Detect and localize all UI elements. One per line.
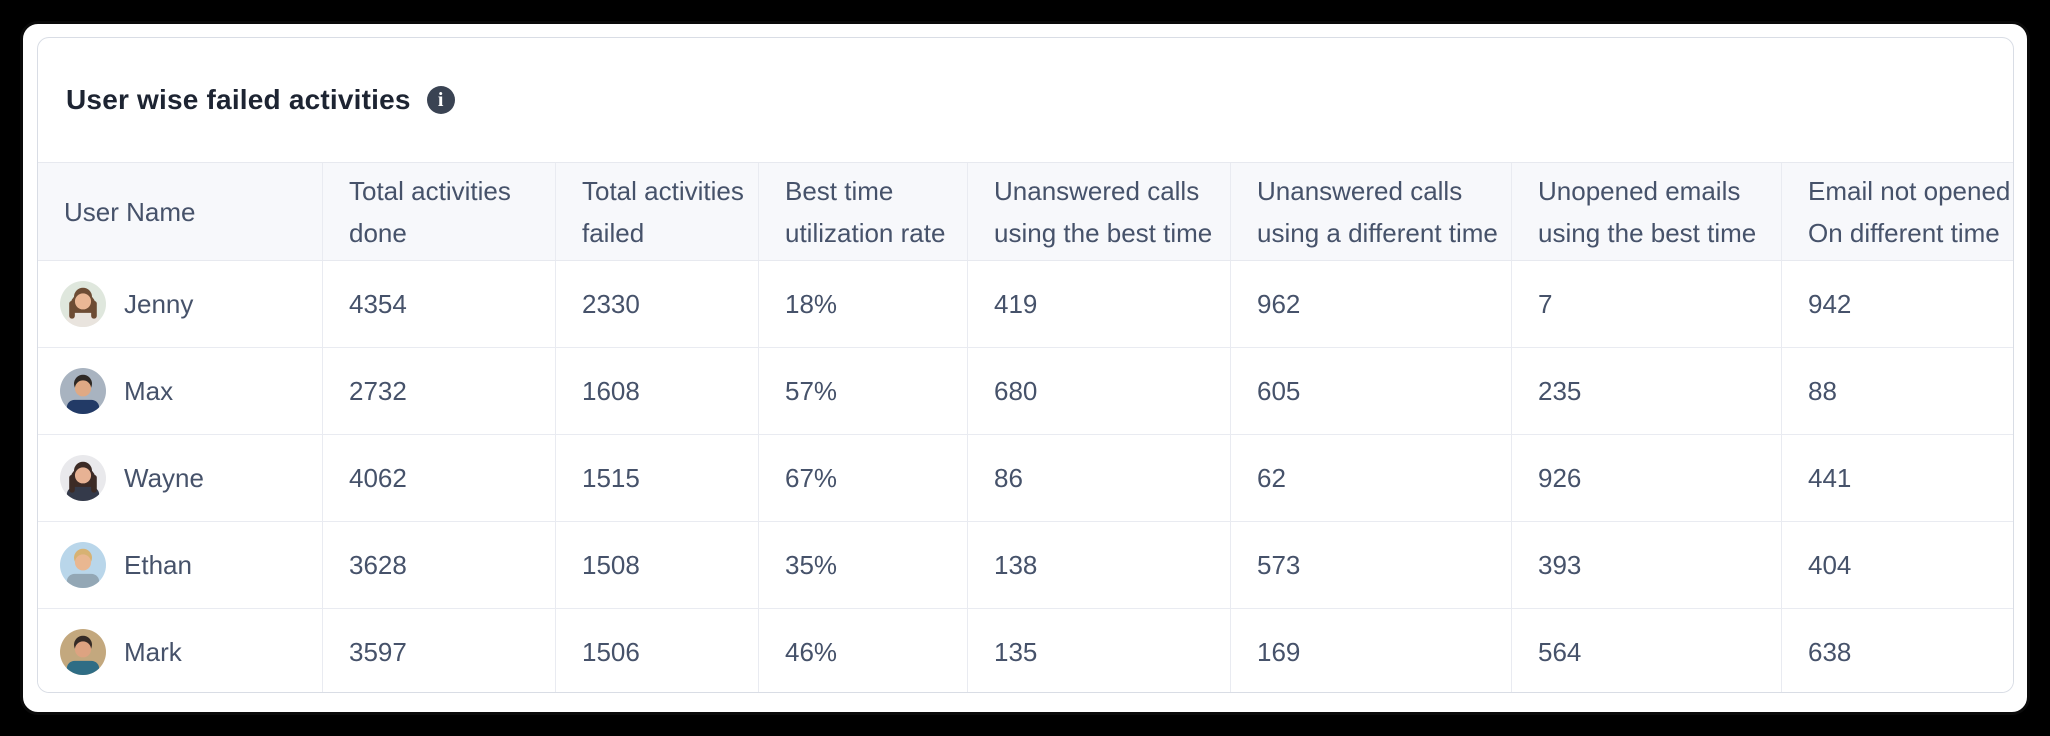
best-time-rate-value: 57% (759, 348, 968, 434)
unopened-best-time-value: 393 (1512, 522, 1782, 608)
unanswered-best-time-value: 86 (968, 435, 1231, 521)
column-header-total-failed: Total activities failed (556, 163, 759, 260)
unanswered-best-time-value: 680 (968, 348, 1231, 434)
email-not-opened-value: 441 (1808, 462, 1852, 493)
unanswered-best-time-value: 135 (968, 609, 1231, 692)
column-header-unanswered-different-time: Unanswered calls using a different time (1231, 163, 1512, 260)
user-name: Mark (124, 636, 182, 667)
avatar (60, 281, 106, 327)
user-name: Ethan (124, 549, 192, 580)
widget-card: User wise failed activities i User Name … (20, 21, 2030, 715)
email-not-opened-value: 638 (1808, 636, 1852, 667)
user-name: Jenny (124, 288, 194, 319)
best-time-rate-value: 67% (759, 435, 968, 521)
best-time-rate-value: 18% (759, 261, 968, 347)
email-not-opened-value: 942 (1808, 288, 1852, 319)
best-time-rate-value: 35% (759, 522, 968, 608)
total-failed-value: 2330 (556, 261, 759, 347)
unanswered-different-time-value: 62 (1231, 435, 1512, 521)
unopened-best-time-value: 235 (1512, 348, 1782, 434)
failed-activities-table: User Name Total activities done Total ac… (38, 162, 2013, 692)
user-cell: Wayne (38, 435, 323, 521)
user-cell: Mark (38, 609, 323, 692)
total-done-value: 2732 (323, 348, 556, 434)
email-not-opened-value: 88 (1808, 375, 1837, 406)
table-header-row: User Name Total activities done Total ac… (38, 162, 2013, 261)
total-failed-value: 1506 (556, 609, 759, 692)
column-header-best-time-rate: Best time utilization rate (759, 163, 968, 260)
total-failed-value: 1608 (556, 348, 759, 434)
total-done-value: 4354 (323, 261, 556, 347)
unopened-best-time-value: 926 (1512, 435, 1782, 521)
column-header-total-done: Total activities done (323, 163, 556, 260)
total-failed-value: 1508 (556, 522, 759, 608)
column-header-email-not-opened: Email not opened On different time (1808, 175, 2011, 248)
unanswered-different-time-value: 605 (1231, 348, 1512, 434)
total-done-value: 4062 (323, 435, 556, 521)
unanswered-different-time-value: 962 (1231, 261, 1512, 347)
unopened-best-time-value: 564 (1512, 609, 1782, 692)
page-title: User wise failed activities (66, 84, 411, 115)
best-time-rate-value: 46% (759, 609, 968, 692)
table-row: Mark 3597 1506 46% 135 169 564 638 (38, 609, 2013, 692)
table-row: Ethan 3628 1508 35% 138 573 393 404 (38, 522, 2013, 609)
column-header-unopened-best-time: Unopened emails using the best time (1512, 163, 1782, 260)
user-cell: Max (38, 348, 323, 434)
avatar (60, 542, 106, 588)
user-name: Max (124, 375, 174, 406)
email-not-opened-value: 404 (1808, 549, 1852, 580)
unanswered-best-time-value: 419 (968, 261, 1231, 347)
avatar (60, 455, 106, 501)
unanswered-different-time-value: 169 (1231, 609, 1512, 692)
avatar (60, 629, 106, 675)
total-failed-value: 1515 (556, 435, 759, 521)
user-cell: Jenny (38, 261, 323, 347)
unanswered-different-time-value: 573 (1231, 522, 1512, 608)
total-done-value: 3597 (323, 609, 556, 692)
user-cell: Ethan (38, 522, 323, 608)
table-row: Jenny 4354 2330 18% 419 962 7 942 (38, 261, 2013, 348)
column-header-user-name: User Name (38, 163, 323, 260)
user-name: Wayne (124, 462, 204, 493)
info-icon[interactable]: i (426, 86, 455, 114)
panel-header: User wise failed activities i (38, 38, 2013, 122)
unanswered-best-time-value: 138 (968, 522, 1231, 608)
total-done-value: 3628 (323, 522, 556, 608)
avatar (60, 368, 106, 414)
column-header-unanswered-best-time: Unanswered calls using the best time (968, 163, 1231, 260)
table-row: Wayne 4062 1515 67% 86 62 926 441 (38, 435, 2013, 522)
unopened-best-time-value: 7 (1512, 261, 1782, 347)
failed-activities-panel: User wise failed activities i User Name … (37, 37, 2014, 693)
table-row: Max 2732 1608 57% 680 605 235 88 (38, 348, 2013, 435)
